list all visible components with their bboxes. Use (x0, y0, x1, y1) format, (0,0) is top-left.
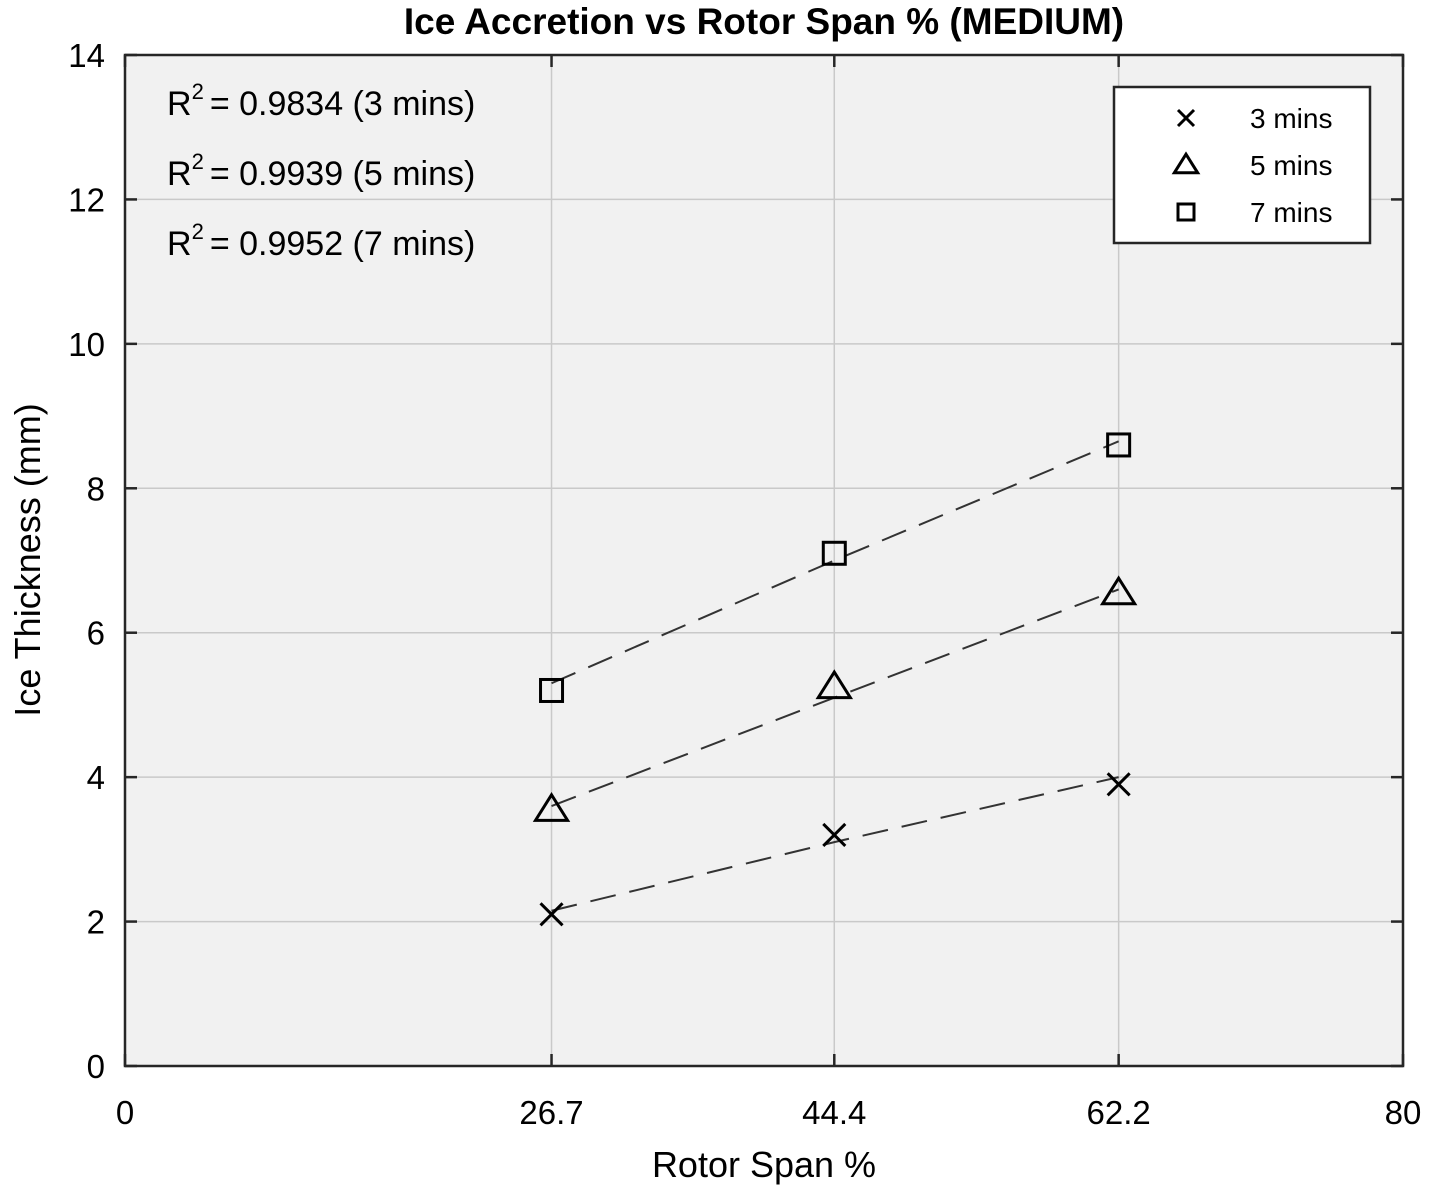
data-point-triangle (1099, 575, 1138, 606)
legend-label: 7 mins (1250, 197, 1332, 228)
r2-symbol: R (167, 225, 192, 263)
axis-ticks: 0 26.7 44.4 62.2 80 0 2 4 6 8 10 12 14 (68, 37, 1421, 1131)
r2-value: = 0.9952 (7 mins) (210, 225, 476, 263)
r2-annotations: R2 = 0.9834 (3 mins)R2 = 0.9939 (5 mins)R2… (167, 79, 475, 263)
legend-marker-square (1176, 202, 1196, 222)
r2-annotation: R2 = 0.9834 (3 mins) (167, 79, 475, 123)
legend-label: 3 mins (1250, 103, 1332, 134)
r2-superscript: 2 (192, 79, 204, 104)
y-tick-label: 14 (68, 37, 105, 74)
data-point-triangle (532, 791, 571, 822)
data-point-x (539, 902, 564, 927)
y-tick-label: 8 (87, 470, 105, 507)
data-point-x-stroke (1106, 772, 1131, 797)
r2-annotation: R2 = 0.9952 (7 mins) (167, 219, 475, 263)
data-point-x-stroke (822, 822, 847, 847)
y-tick-label: 6 (87, 615, 105, 652)
data-point-square (1106, 432, 1132, 458)
data-point-triangle (815, 669, 854, 700)
x-tick-label: 26.7 (519, 1094, 583, 1131)
y-tick-label: 10 (68, 326, 105, 363)
x-tick-label: 80 (1385, 1094, 1422, 1131)
fit-line-square (551, 440, 1120, 685)
y-tick-label: 12 (68, 181, 105, 218)
r2-symbol: R (167, 155, 192, 193)
x-tick-label: 0 (116, 1094, 134, 1131)
x-tick-label: 62.2 (1087, 1094, 1151, 1131)
r2-value: = 0.9834 (3 mins) (210, 85, 476, 123)
legend: 3 mins 5 mins 7 mins (1112, 85, 1372, 245)
legend-marker-x-stroke (1176, 108, 1196, 128)
fit-line-x (551, 776, 1119, 912)
data-point-x-stroke (539, 902, 564, 927)
legend-marker-triangle (1171, 151, 1201, 175)
r2-symbol: R (167, 85, 192, 123)
plot-frame (123, 53, 1405, 1068)
data-point-x (822, 822, 847, 847)
data-point-x (1106, 772, 1131, 797)
data-point-square (539, 677, 565, 703)
data-markers (532, 432, 1138, 927)
y-tick-label: 0 (87, 1048, 105, 1085)
legend-label: 5 mins (1250, 150, 1332, 181)
data-point-square (821, 540, 847, 566)
r2-superscript: 2 (192, 149, 204, 174)
r2-value: = 0.9939 (5 mins) (210, 155, 476, 193)
y-axis-label: Ice Thickness (mm) (7, 403, 48, 716)
x-tick-label: 44.4 (802, 1094, 866, 1131)
legend-marker-x (1176, 108, 1196, 128)
y-tick-label: 2 (87, 904, 105, 941)
legend-items: 3 mins 5 mins 7 mins (1171, 103, 1332, 228)
x-axis-label: Rotor Span % (652, 1144, 876, 1185)
legend-box (1112, 85, 1372, 245)
y-tick-label: 4 (87, 759, 105, 796)
r2-annotation: R2 = 0.9939 (5 mins) (167, 149, 475, 193)
chart-title: Ice Accretion vs Rotor Span % (MEDIUM) (404, 1, 1124, 42)
r2-superscript: 2 (192, 219, 204, 244)
